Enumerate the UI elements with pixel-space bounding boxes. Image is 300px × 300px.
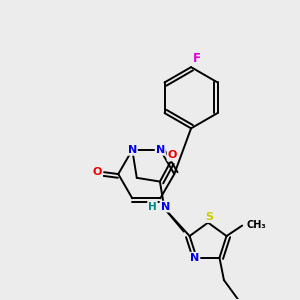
Text: S: S — [205, 212, 213, 222]
Text: O: O — [93, 167, 102, 177]
Text: O: O — [167, 150, 177, 161]
Text: F: F — [193, 52, 201, 65]
Text: N: N — [190, 253, 200, 263]
Text: N: N — [160, 202, 170, 212]
Text: N: N — [128, 145, 137, 155]
Text: H: H — [148, 202, 157, 212]
Text: CH₃: CH₃ — [247, 220, 266, 230]
Text: N: N — [156, 145, 165, 155]
